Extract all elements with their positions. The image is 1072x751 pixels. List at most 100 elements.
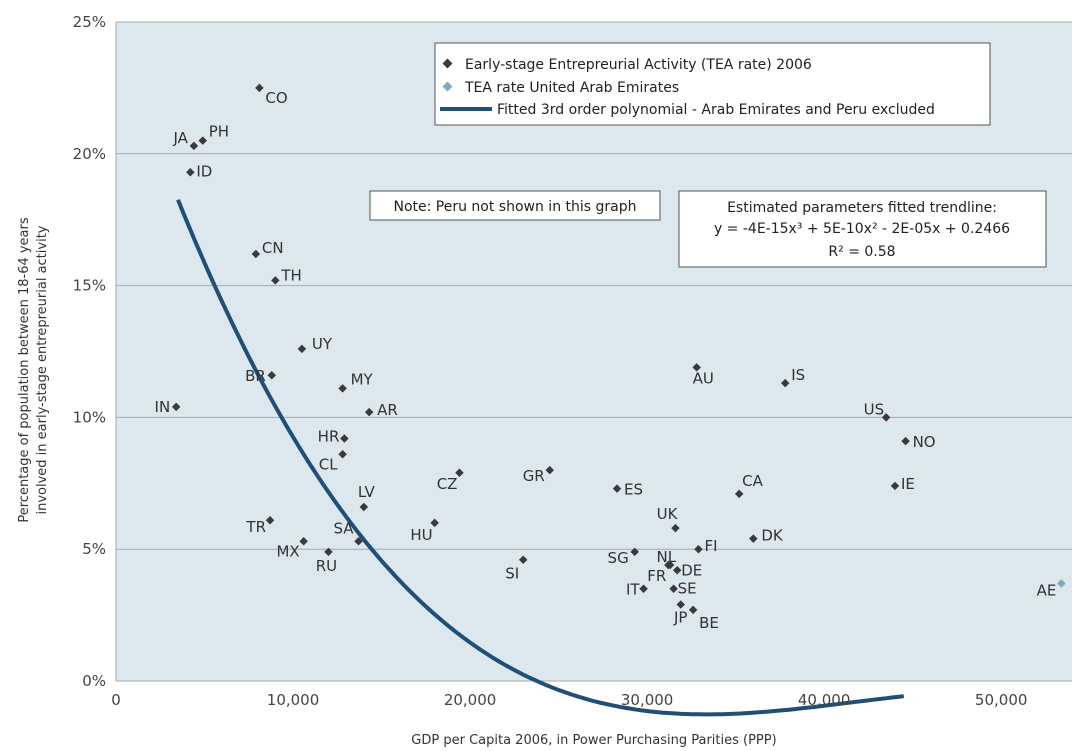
point-label-hr: HR — [318, 427, 340, 445]
point-label-cn: CN — [262, 239, 284, 257]
point-de — [672, 566, 682, 575]
y-tick-label: 25% — [73, 13, 106, 31]
point-label-br: BR — [245, 367, 266, 385]
point-label-tr: TR — [245, 518, 266, 536]
x-tick-label: 20,000 — [444, 691, 497, 709]
point-no — [901, 436, 910, 446]
note-frame — [369, 190, 661, 221]
y-axis-label-line-2: involved in early-stage entrepreurial ac… — [35, 225, 50, 514]
point-fr — [664, 560, 673, 570]
point-my — [338, 384, 347, 393]
trendline-group — [176, 199, 905, 717]
data-points: CO JA PH ID CN TH UY BR MY IN AR HR CL CZ GR ES LV TR HU SA… — [155, 83, 1066, 632]
point-label-au: AU — [693, 369, 714, 387]
point-label-si: SI — [505, 565, 519, 583]
point-id — [186, 168, 195, 177]
point-label-sa: SA — [333, 519, 354, 537]
point-label-fr: FR — [647, 567, 666, 585]
point-label-de: DE — [681, 561, 702, 579]
point-label-ie: IE — [901, 475, 915, 493]
point-ae — [1057, 579, 1066, 588]
point-hr — [340, 434, 349, 443]
point-label-no: NO — [913, 433, 936, 451]
point-jp — [676, 600, 685, 609]
point-co — [255, 83, 264, 93]
point-it — [639, 584, 648, 593]
point-label-ae: AE — [1037, 581, 1057, 599]
point-label-ca: CA — [742, 472, 763, 490]
y-tick-label: 10% — [73, 408, 106, 426]
point-mx — [299, 537, 308, 546]
legend: Early-stage Entrepreurial Activity (TEA … — [434, 42, 991, 126]
x-tick-label: 30,000 — [621, 691, 674, 709]
point-label-ph: PH — [209, 123, 229, 141]
point-ar — [364, 407, 374, 417]
point-label-sg: SG — [608, 549, 629, 567]
point-label-it: IT — [626, 581, 640, 599]
point-label-dk: DK — [761, 527, 784, 545]
point-uk — [671, 523, 680, 533]
point-ru — [324, 547, 333, 557]
plot-area — [116, 22, 1072, 681]
point-label-jp: JP — [673, 609, 687, 627]
point-label-es: ES — [624, 481, 643, 499]
point-cz — [455, 468, 464, 477]
point-lv — [359, 502, 369, 512]
point-es — [612, 484, 622, 493]
x-tick-label: 0 — [111, 691, 121, 709]
note-box: Note: Peru not shown in this graph — [369, 190, 661, 221]
point-cn — [251, 249, 261, 259]
point-tr — [265, 515, 275, 525]
point-us — [881, 413, 891, 422]
note-text: Note: Peru not shown in this graph — [393, 199, 636, 215]
point-si — [518, 555, 528, 564]
point-dk — [749, 534, 758, 543]
point-label-ar: AR — [377, 401, 398, 419]
x-tick-label: 50,000 — [975, 691, 1028, 709]
parameters-frame — [678, 190, 1047, 268]
point-cl — [338, 450, 347, 459]
parameters-title: Estimated parameters fitted trendline: — [727, 200, 997, 216]
axis-ticks: 0% 5% 10% 15% 20% 25% 0 10,000 20,000 30,000 40,00… — [73, 13, 1028, 709]
parameters-equation: y = -4E-15x³ + 5E-10x² - 2E-05x + 0.2466 — [714, 221, 1010, 237]
point-label-co: CO — [265, 89, 287, 107]
point-ie — [890, 481, 900, 491]
point-fi — [694, 544, 703, 554]
y-tick-label: 5% — [82, 540, 106, 558]
point-uy — [297, 344, 307, 354]
x-tick-label: 40,000 — [798, 691, 851, 709]
point-label-be: BE — [699, 614, 719, 632]
x-tick-label: 10,000 — [267, 691, 320, 709]
legend-box — [434, 42, 991, 126]
point-label-se: SE — [678, 580, 697, 598]
legend-label-tea: Early-stage Entrepreurial Activity (TEA … — [465, 57, 812, 73]
point-label-cz: CZ — [437, 475, 458, 493]
legend-label-trendline: Fitted 3rd order polynomial - Arab Emira… — [497, 102, 935, 118]
point-label-id: ID — [196, 162, 212, 180]
point-in — [171, 402, 181, 412]
point-label-ja: JA — [172, 129, 188, 147]
point-ca — [734, 489, 744, 499]
point-is — [780, 378, 790, 388]
y-axis-label-line-1: Percentage of population between 18-64 y… — [17, 217, 32, 522]
x-axis-label: GDP per Capita 2006, in Power Purchasing… — [411, 733, 776, 748]
point-label-gr: GR — [523, 467, 545, 485]
point-label-uy: UY — [312, 335, 333, 353]
y-axis-label: Percentage of population between 18-64 y… — [17, 217, 50, 522]
point-br — [267, 370, 277, 380]
point-th — [271, 276, 280, 285]
point-hu — [430, 518, 439, 528]
point-ja — [189, 141, 199, 151]
point-label-ru: RU — [316, 557, 337, 575]
point-sg — [630, 547, 639, 557]
parameters-r-squared: R² = 0.58 — [828, 244, 895, 260]
point-label-th: TH — [280, 266, 301, 284]
y-tick-label: 0% — [82, 672, 106, 690]
point-label-is: IS — [791, 366, 805, 384]
point-label-uk: UK — [657, 505, 679, 523]
point-sa — [354, 537, 363, 546]
point-se — [669, 584, 678, 593]
point-label-hu: HU — [410, 526, 432, 544]
trendline-parameters-box: Estimated parameters fitted trendline: y… — [678, 190, 1047, 268]
